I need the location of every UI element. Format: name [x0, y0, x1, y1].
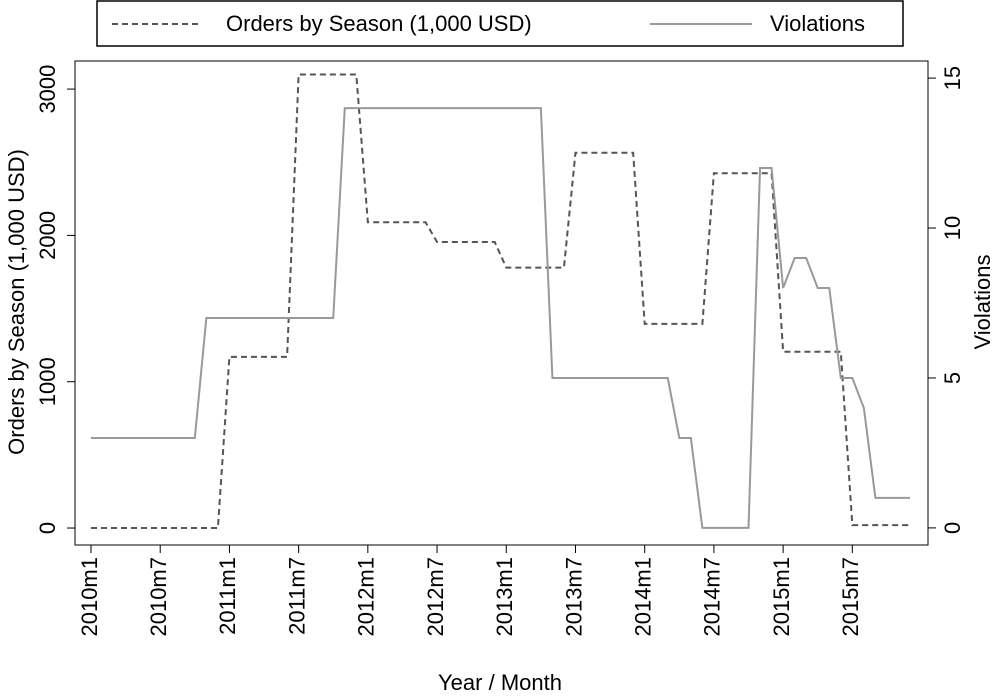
x-tick-label: 2010m7 [146, 557, 171, 637]
x-tick-label: 2014m1 [631, 557, 656, 637]
x-tick-label: 2012m1 [354, 557, 379, 637]
x-tick-label: 2015m1 [769, 557, 794, 637]
y2-tick-label: 0 [940, 522, 965, 534]
y-tick-label: 2000 [35, 211, 60, 260]
x-axis-title: Year / Month [438, 670, 562, 695]
y2-axis-title: Violations [970, 255, 995, 350]
legend-label: Violations [770, 11, 865, 36]
x-tick-label: 2013m7 [561, 557, 586, 637]
legend-label: Orders by Season (1,000 USD) [226, 11, 532, 36]
y2-tick-label: 15 [940, 66, 965, 90]
y-tick-label: 3000 [35, 65, 60, 114]
x-tick-label: 2013m1 [492, 557, 517, 637]
x-tick-label: 2014m7 [700, 557, 725, 637]
x-tick-label: 2011m1 [215, 557, 240, 635]
legend-box [96, 0, 904, 47]
x-tick-label: 2015m7 [838, 557, 863, 637]
y-axis-title: Orders by Season (1,000 USD) [4, 149, 29, 455]
x-tick-label: 2010m1 [77, 557, 102, 637]
y2-tick-label: 10 [940, 216, 965, 240]
y-tick-label: 0 [35, 522, 60, 534]
series-line [91, 107, 910, 529]
x-tick-label: 2011m7 [284, 557, 309, 635]
x-tick-label: 2012m7 [423, 557, 448, 637]
y2-tick-label: 5 [940, 372, 965, 384]
y-tick-label: 1000 [35, 357, 60, 406]
